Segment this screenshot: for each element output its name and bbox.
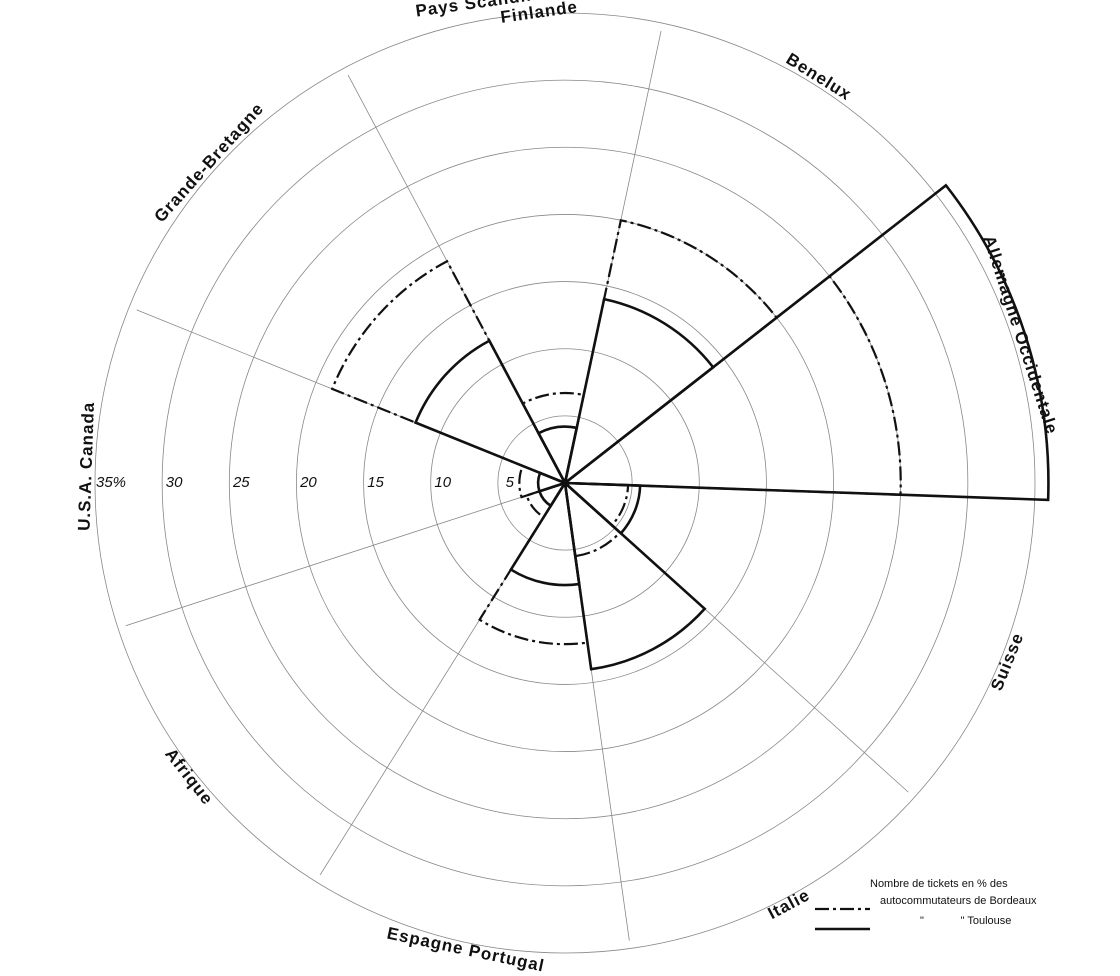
category-text: U.S.A. Canada [75,401,98,531]
legend-label: autocommutateurs de Bordeaux [880,895,1037,907]
sector [561,481,642,536]
legend-title: Nombre de tickets en % des [870,878,1008,890]
r-tick-label: 30 [166,474,183,491]
grid-circle [296,214,834,752]
category-text: Benelux [783,49,855,104]
sector [330,259,568,486]
category-label: Benelux [783,49,855,104]
grid-circle [161,79,969,887]
category-label: Afrique [161,745,217,809]
legend: Nombre de tickets en % des autocommutate… [815,878,1037,931]
grid-circle [430,348,700,618]
category-label: Allemagne Occidentale [979,233,1061,437]
category-text: Allemagne Occidentale [979,233,1061,437]
legend-label: " " Toulouse [920,915,1011,927]
radial-line [125,482,566,627]
r-tick-label: 15 [367,474,384,491]
sector [413,338,568,486]
sector [562,481,630,527]
category-text: Espagne Portugal [385,924,546,976]
r-tick-label: 20 [299,474,317,491]
sector [563,479,707,671]
category-label: Suisse [987,630,1027,694]
category-text: Italie [765,885,813,923]
category-label: Espagne Portugal [385,924,546,976]
r-tick-label: 5 [506,474,515,491]
grid-circle [228,146,902,820]
grid-circle [94,12,1036,954]
sector [562,297,715,487]
category-text: Suisse [987,630,1027,694]
sector [561,183,1050,502]
sector [561,274,902,496]
r-tick-label: 25 [232,474,250,491]
category-label: U.S.A. Canada [75,401,98,531]
category-label: Pays ScandinavesFinlande [414,0,579,27]
r-tick-label: 10 [434,474,451,491]
sector [509,479,581,587]
grid-circle [497,415,633,551]
sector [478,479,589,646]
sector [563,218,779,486]
category-label: Italie [765,885,813,923]
category-label: Grande-Bretagne [150,99,267,226]
grid-circle [363,281,767,685]
category-text: Grande-Bretagne [150,99,267,226]
r-tick-label: 35% [96,474,126,491]
category-text: Afrique [161,745,217,809]
